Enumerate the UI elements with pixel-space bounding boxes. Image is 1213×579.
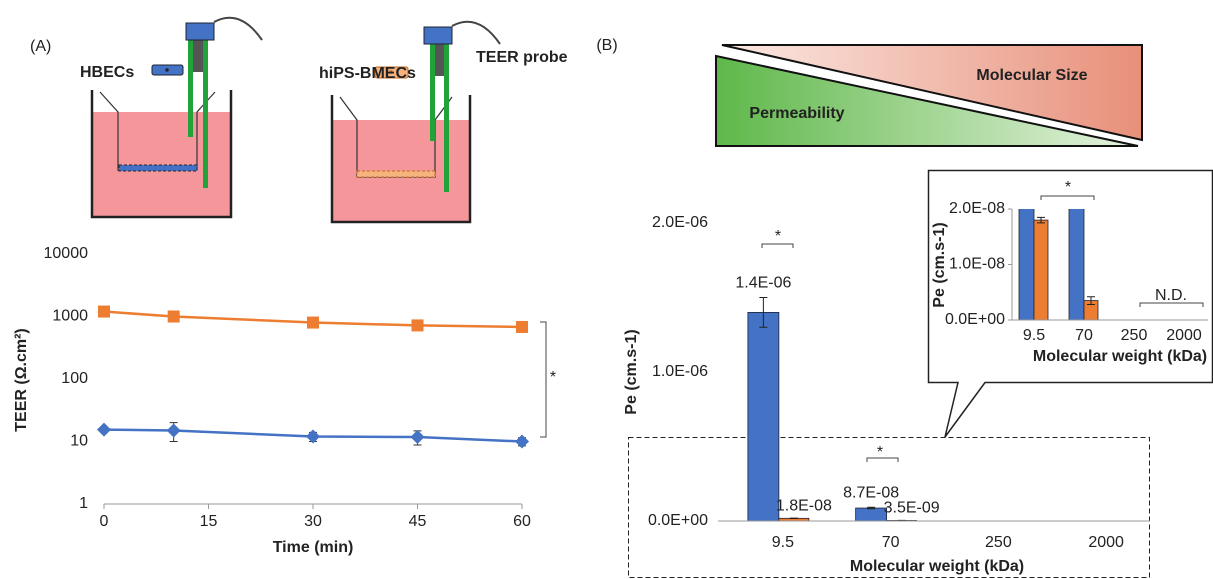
bar <box>1068 209 1085 320</box>
x-tick-label: 2000 <box>1166 327 1202 344</box>
marker <box>515 434 529 449</box>
plot-area <box>747 297 918 522</box>
x-axis-label: Molecular weight (kDa) <box>1033 348 1207 365</box>
x-axis-label: Time (min) <box>273 539 354 556</box>
annotation: (A) <box>30 38 51 55</box>
diagram-hbecs <box>90 16 263 219</box>
x-tick-label: 250 <box>985 534 1012 551</box>
y-axis-label: TEER (Ω.cm²) <box>13 328 30 432</box>
x-tick-label: 0 <box>100 513 109 530</box>
x-tick-label: 9.5 <box>772 534 794 551</box>
annotation: * <box>877 444 883 461</box>
x-tick-label: 70 <box>1075 327 1093 344</box>
y-tick-label: 1.0E-06 <box>652 363 708 380</box>
x-tick-label: 70 <box>882 534 900 551</box>
y-tick-label: 100 <box>61 370 88 387</box>
annotation: (B) <box>596 37 617 54</box>
annotation: * <box>775 228 781 245</box>
marker <box>306 429 320 444</box>
x-tick-label: 9.5 <box>1023 327 1045 344</box>
annotation: * <box>1065 179 1071 196</box>
marker <box>166 423 181 438</box>
y-tick-label: 1.0E-08 <box>949 256 1005 273</box>
y-tick-label: 0.0E+00 <box>945 311 1005 328</box>
y-tick-label: 10000 <box>44 245 89 262</box>
marker <box>167 310 180 323</box>
bar <box>1033 219 1049 320</box>
size-wedge <box>721 44 1143 142</box>
x-axis-label: Molecular weight (kDa) <box>850 558 1024 575</box>
y-tick-label: 1 <box>79 495 88 512</box>
marker <box>98 305 110 318</box>
value-label: 3.5E-09 <box>884 500 940 517</box>
bar <box>855 507 888 522</box>
significance-bracket <box>1040 195 1204 307</box>
plot-area <box>1018 209 1099 320</box>
value-label: 1.4E-06 <box>735 275 791 292</box>
x-tick-label: 2000 <box>1088 534 1124 551</box>
significance-bracket <box>761 243 899 462</box>
y-tick-label: 0.0E+00 <box>648 512 708 529</box>
x-tick-label: 30 <box>304 513 322 530</box>
zoom-region <box>628 437 1150 578</box>
error-bar <box>759 297 768 328</box>
x-tick-label: 60 <box>513 513 531 530</box>
diagram-hips-bmecs <box>330 20 501 224</box>
legend-label: HBECs <box>80 64 134 81</box>
x-tick-label: 250 <box>1121 327 1148 344</box>
annotation: Permeability <box>749 105 844 122</box>
bar <box>1018 209 1035 320</box>
bar <box>747 311 780 522</box>
permeability-wedge <box>715 54 1139 147</box>
y-tick-label: 10 <box>70 433 88 450</box>
y-tick-label: 1000 <box>52 308 88 325</box>
error-bar <box>1037 216 1045 224</box>
marker <box>410 430 425 445</box>
x-tick-label: 45 <box>409 513 427 530</box>
annotation: * <box>550 369 556 386</box>
annotation: Molecular Size <box>976 67 1087 84</box>
legend-label: hiPS-BMECs <box>319 65 416 82</box>
error-bar <box>1087 296 1095 305</box>
error-bar <box>867 506 876 510</box>
y-axis-label: Pe (cm.s-1) <box>931 222 948 307</box>
y-axis-label: Pe (cm.s-1) <box>623 329 640 414</box>
annotation: N.D. <box>1155 287 1187 304</box>
marker <box>411 319 424 332</box>
annotation: TEER probe <box>476 49 568 66</box>
value-label: 1.8E-08 <box>776 497 832 514</box>
y-tick-label: 2.0E-06 <box>652 214 708 231</box>
marker <box>97 422 111 437</box>
marker <box>516 320 528 333</box>
significance-bracket <box>540 321 547 438</box>
x-tick-label: 15 <box>200 513 218 530</box>
marker <box>307 316 319 329</box>
value-label: 8.7E-08 <box>843 485 899 502</box>
y-tick-label: 2.0E-08 <box>949 200 1005 217</box>
